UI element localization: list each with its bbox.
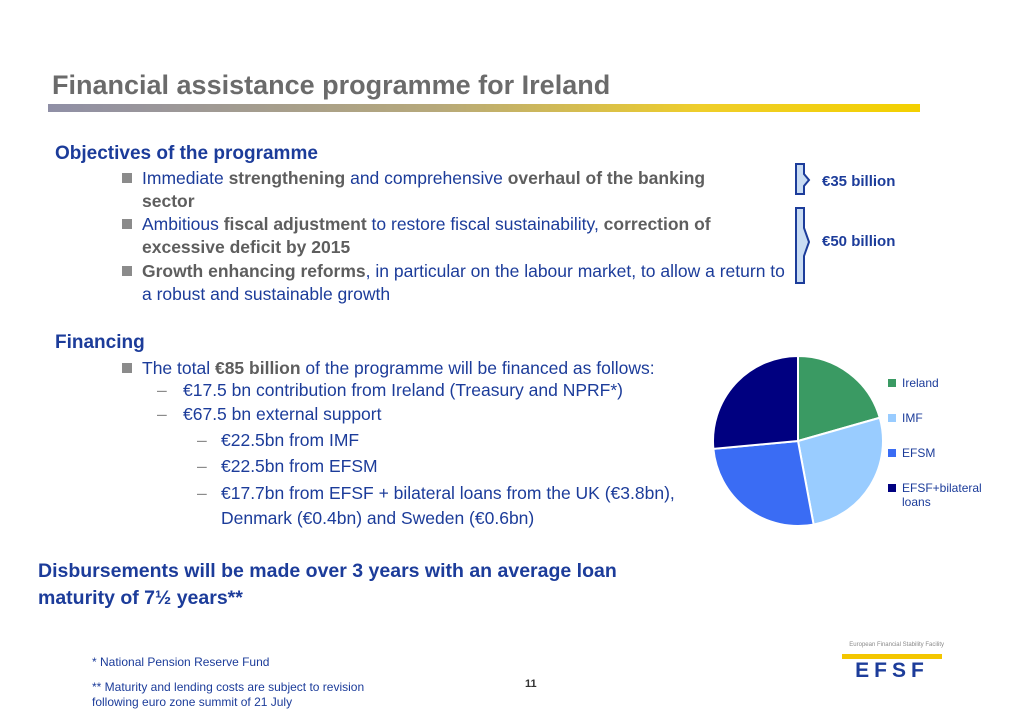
legend-item-ireland: Ireland <box>888 376 939 390</box>
disbursement-statement: Disbursements will be made over 3 years … <box>38 560 617 609</box>
title-underline-bar <box>48 104 920 112</box>
pie-slice-imf <box>796 416 884 526</box>
bracket-35-icon <box>795 163 811 195</box>
efsf-logo: European Financial Stability Facility EF… <box>840 642 944 682</box>
amount-50-billion: €50 billion <box>822 233 896 250</box>
legend-item-imf: IMF <box>888 411 923 425</box>
objective-bullet-2: Ambitious fiscal adjustment to restore f… <box>122 213 784 259</box>
svg-text:EFSF: EFSF <box>855 659 929 680</box>
pie-slice-efsm <box>712 439 815 527</box>
financing-subitem-efsf: – €17.7bn from EFSF + bilateral loans fro… <box>197 483 675 503</box>
footnote-maturity: ** Maturity and lending costs are subjec… <box>92 680 365 709</box>
objective-bullet-3: Growth enhancing reforms, in particular … <box>122 260 789 306</box>
legend-swatch-efsf <box>888 484 896 492</box>
objectives-heading: Objectives of the programme <box>55 143 318 164</box>
pie-slice-efsf <box>712 354 799 450</box>
amount-35-billion: €35 billion <box>822 173 896 190</box>
slide-title: Financial assistance programme for Irela… <box>52 70 611 100</box>
financing-heading: Financing <box>55 332 145 353</box>
legend-swatch-imf <box>888 414 896 422</box>
financing-pie-chart <box>712 354 884 527</box>
financing-item-external: – €67.5 bn external support <box>157 404 382 424</box>
objective-bullet-1: Immediate strengthening and comprehensiv… <box>122 167 784 213</box>
legend-item-efsm: EFSM <box>888 446 935 460</box>
square-bullet-icon <box>122 219 132 229</box>
square-bullet-icon <box>122 363 132 373</box>
logo-caption: European Financial Stability Facility <box>849 642 944 648</box>
page-number: 11 <box>525 678 537 690</box>
pie-slice-ireland <box>797 354 881 443</box>
amount-brackets <box>795 163 811 284</box>
legend-item-efsf: EFSF+bilateral loans <box>888 481 998 509</box>
legend-swatch-efsm <box>888 449 896 457</box>
financing-intro-bullet: The total €85 billion of the programme w… <box>122 357 744 380</box>
efsf-logo-mark: EFSF <box>842 654 942 680</box>
legend-swatch-ireland <box>888 379 896 387</box>
bracket-50-icon <box>795 207 811 284</box>
financing-subitem-efsm: – €22.5bn from EFSM <box>197 456 378 476</box>
financing-subitem-imf: – €22.5bn from IMF <box>197 430 360 450</box>
financing-item-ireland: – €17.5 bn contribution from Ireland (Tre… <box>157 380 623 400</box>
financing-subitem-efsf-continued: Denmark (€0.4bn) and Sweden (€0.6bn) <box>221 508 535 528</box>
square-bullet-icon <box>122 266 132 276</box>
square-bullet-icon <box>122 173 132 183</box>
footnote-nprf: * National Pension Reserve Fund <box>92 655 270 669</box>
